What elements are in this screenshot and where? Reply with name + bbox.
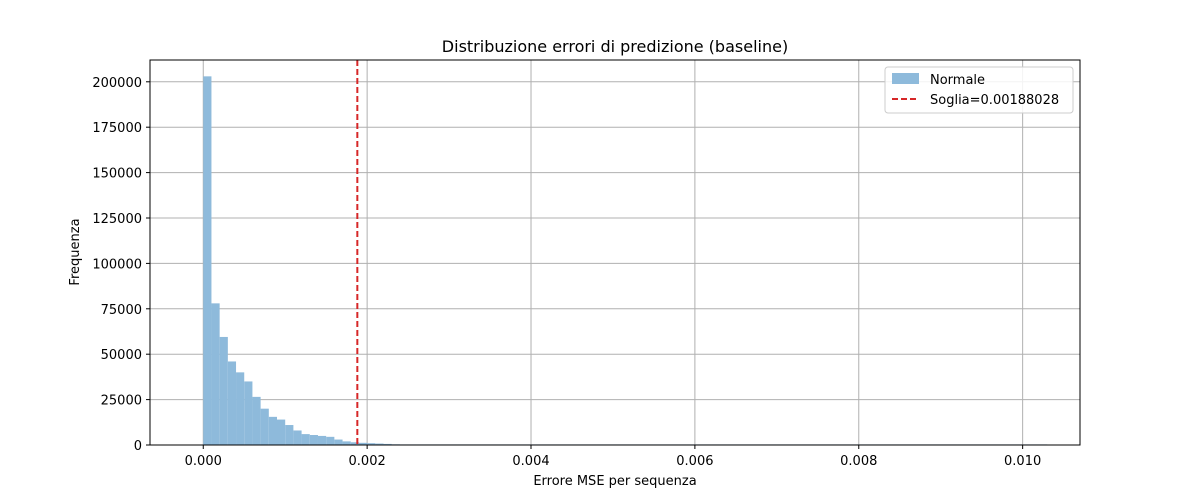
legend-label-normale: Normale — [930, 73, 985, 88]
y-tick-label: 50000 — [101, 348, 142, 363]
plot-area — [150, 60, 1080, 445]
y-tick-label: 125000 — [92, 212, 142, 227]
histogram-bar — [285, 425, 294, 445]
x-tick-label: 0.002 — [349, 454, 386, 469]
histogram-bar — [383, 443, 392, 445]
histogram-bar — [293, 430, 302, 445]
histogram-bar — [367, 443, 376, 445]
histogram-bar — [244, 381, 253, 445]
x-axis: 0.000 0.002 0.004 0.006 0.008 0.010 — [185, 445, 1041, 469]
y-tick-label: 100000 — [92, 257, 142, 272]
histogram-bar — [301, 434, 310, 445]
x-tick-label: 0.006 — [676, 454, 713, 469]
histogram-bar — [358, 442, 368, 445]
histogram-bar — [203, 76, 212, 446]
histogram-bar — [211, 303, 220, 445]
y-tick-label: 150000 — [92, 167, 142, 182]
histogram-bar — [342, 441, 351, 445]
legend: Normale Soglia=0.00188028 — [884, 66, 1074, 114]
y-tick-label: 0 — [134, 439, 142, 454]
legend-swatch-normale — [892, 73, 919, 84]
histogram-bar — [277, 419, 286, 445]
x-tick-label: 0.008 — [840, 454, 877, 469]
x-tick-label: 0.010 — [1004, 454, 1041, 469]
histogram-bar — [252, 396, 261, 445]
y-tick-label: 175000 — [92, 121, 142, 136]
chart-title: Distribuzione errori di predizione (base… — [442, 37, 788, 56]
histogram-bar — [260, 408, 269, 445]
y-axis-title: Frequenza — [68, 218, 83, 285]
x-tick-label: 0.000 — [185, 454, 222, 469]
x-axis-title: Errore MSE per sequenza — [533, 474, 696, 489]
histogram-bar — [317, 435, 327, 445]
histogram-bar — [236, 372, 245, 445]
histogram-bar — [375, 443, 384, 445]
histogram-bar — [309, 435, 318, 445]
histogram-bar — [326, 436, 335, 445]
histogram-bar — [219, 336, 228, 445]
grid — [150, 60, 1080, 446]
y-tick-label: 200000 — [92, 76, 142, 91]
histogram-bar — [227, 361, 237, 445]
y-tick-label: 25000 — [101, 394, 142, 409]
legend-label-threshold: Soglia=0.00188028 — [930, 93, 1059, 108]
x-tick-label: 0.004 — [512, 454, 549, 469]
histogram-bar — [268, 416, 278, 445]
histogram-bar — [350, 442, 359, 445]
y-tick-label: 75000 — [101, 303, 142, 318]
histogram-bar — [334, 439, 343, 445]
y-axis: 0 25000 50000 75000 100000 125000 150000 175000… — [92, 76, 150, 454]
legend-box — [884, 66, 1074, 114]
plot-frame — [149, 59, 1081, 446]
